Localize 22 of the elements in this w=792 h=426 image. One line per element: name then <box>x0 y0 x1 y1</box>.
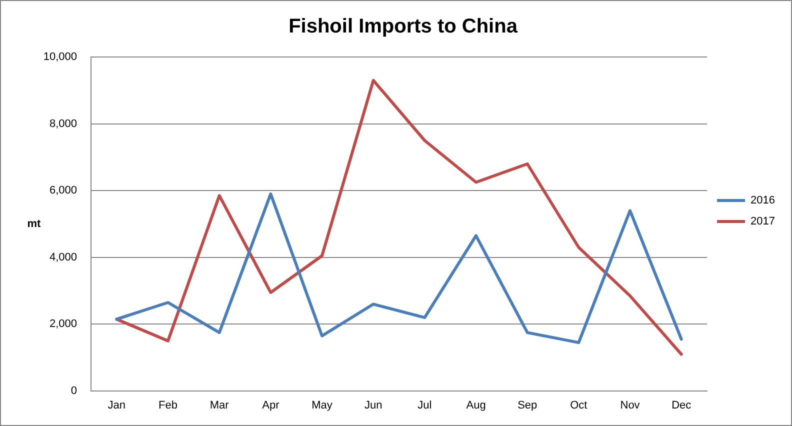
y-tick-label: 2,000 <box>49 318 77 330</box>
x-tick-label: Nov <box>620 400 640 412</box>
x-tick-label: Feb <box>158 400 178 412</box>
x-tick-label: Apr <box>262 400 280 412</box>
y-tick-label: 8,000 <box>49 118 77 130</box>
y-tick-label: 4,000 <box>49 251 77 264</box>
y-tick-label: 10,000 <box>43 51 77 64</box>
x-tick-label: Jan <box>108 400 126 412</box>
x-tick-label: Sep <box>518 400 538 412</box>
y-tick-label: 0 <box>70 385 77 398</box>
chart-title: Fishoil Imports to China <box>288 16 518 38</box>
x-tick-label: Jun <box>364 400 382 412</box>
x-tick-label: Aug <box>466 400 486 412</box>
y-axis-title: mt <box>27 218 42 230</box>
x-tick-label: Oct <box>570 400 588 412</box>
legend-label: 2016 <box>750 194 776 207</box>
x-tick-label: May <box>312 400 333 412</box>
x-tick-label: Mar <box>210 400 230 412</box>
x-tick-label: Jul <box>418 400 432 412</box>
x-tick-label: Dec <box>672 400 692 412</box>
y-tick-label: 6,000 <box>49 184 77 197</box>
legend-label: 2017 <box>750 216 776 228</box>
